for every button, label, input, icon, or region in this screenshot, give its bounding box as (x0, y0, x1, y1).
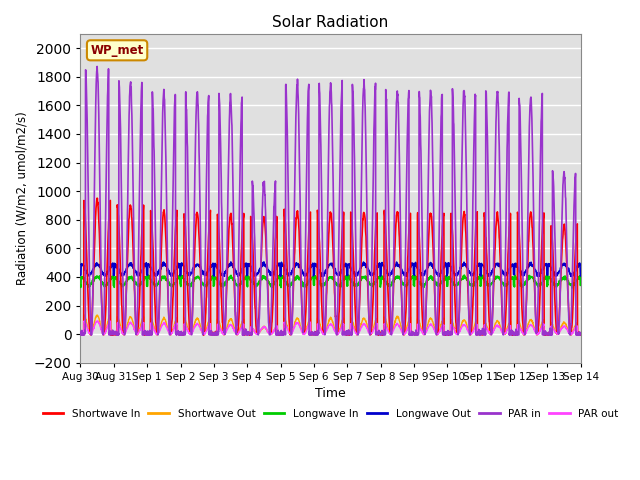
Title: Solar Radiation: Solar Radiation (273, 15, 388, 30)
Legend: Shortwave In, Shortwave Out, Longwave In, Longwave Out, PAR in, PAR out: Shortwave In, Shortwave Out, Longwave In… (38, 405, 623, 423)
Text: WP_met: WP_met (90, 44, 144, 57)
Y-axis label: Radiation (W/m2, umol/m2/s): Radiation (W/m2, umol/m2/s) (15, 111, 28, 285)
X-axis label: Time: Time (316, 387, 346, 400)
